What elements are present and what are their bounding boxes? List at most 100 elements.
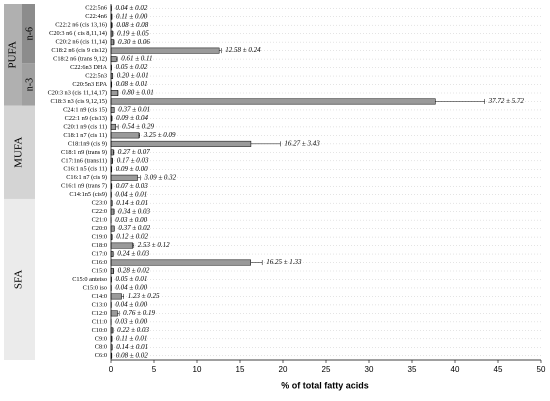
bar — [110, 310, 118, 317]
bar — [110, 98, 436, 105]
value-label: 0.05 ± 0.01 — [116, 275, 148, 283]
y-tick-label: C20:0 — [92, 225, 107, 232]
subgroup-label: n-6 — [24, 27, 35, 40]
value-label: 12.58 ± 0.24 — [225, 46, 261, 54]
value-label: 0.24 ± 0.03 — [117, 250, 149, 258]
subgroup-label: n-3 — [24, 78, 35, 91]
group-label: PUFA — [7, 41, 19, 68]
y-tick-label: C16:1 n9 (trans 7) — [61, 183, 107, 190]
value-label: 0.09 ± 0.04 — [116, 114, 148, 122]
subgroup-band — [22, 4, 35, 64]
value-label: 37.72 ± 5.72 — [488, 97, 525, 105]
value-label: 0.61 ± 0.11 — [121, 55, 152, 63]
bar — [110, 268, 114, 274]
y-tick-label: C19:0 — [92, 234, 107, 241]
y-tick-label: C20:3 n3 (cis 11,14,17) — [48, 89, 107, 96]
y-tick-label: C17:0 — [92, 251, 107, 258]
value-label: 0.05 ± 0.02 — [116, 63, 148, 71]
x-tick-label: 10 — [193, 365, 202, 374]
value-label: 3.09 ± 0.32 — [143, 173, 176, 181]
y-tick-label: C15:0 iso — [83, 284, 107, 291]
value-label: 0.04 ± 0.02 — [116, 4, 148, 12]
y-tick-label: C10:0 — [92, 327, 107, 334]
value-label: 0.20 ± 0.01 — [117, 72, 149, 80]
value-label: 0.30 ± 0.06 — [118, 38, 150, 46]
value-label: 0.11 ± 0.01 — [116, 334, 147, 342]
y-tick-label: C16:1 n7 (cis 9) — [66, 174, 107, 181]
y-tick-label: C20:2 n6 (cis 11,14) — [55, 39, 107, 46]
value-label: 0.28 ± 0.02 — [118, 267, 150, 275]
value-label: 0.37 ± 0.01 — [118, 106, 150, 114]
y-tick-label: C24:1 n9 (cis 15) — [63, 106, 107, 113]
value-label: 16.25 ± 1.33 — [266, 258, 302, 266]
subgroup-band — [22, 63, 35, 106]
group-band-ext — [22, 198, 35, 360]
bar — [110, 242, 134, 249]
value-label: 0.04 ± 0.01 — [115, 190, 147, 198]
bar — [110, 208, 115, 215]
value-label: 0.37 ± 0.02 — [118, 224, 150, 232]
x-tick-label: 0 — [109, 365, 114, 374]
value-label: 0.03 ± 0.00 — [115, 317, 147, 325]
y-tick-label: C18:3 n3 (cis 9,12,15) — [51, 98, 108, 105]
value-label: 0.76 ± 0.19 — [123, 309, 155, 317]
value-label: 0.08 ± 0.08 — [116, 21, 148, 29]
x-tick-label: 35 — [408, 365, 417, 374]
value-label: 0.19 ± 0.05 — [117, 29, 149, 37]
y-tick-label: C17:1n6 (trans11) — [61, 157, 107, 164]
value-label: 0.08 ± 0.01 — [116, 80, 148, 88]
y-tick-label: C22:5n3 — [85, 73, 107, 80]
y-tick-label: C6:0 — [95, 352, 107, 359]
bar — [110, 140, 252, 147]
value-label: 0.14 ± 0.01 — [116, 199, 148, 207]
value-label: 16.27 ± 3.43 — [284, 139, 320, 147]
y-tick-label: C22:1 n9 (cis13) — [65, 115, 107, 122]
group-band — [4, 4, 22, 106]
y-tick-label: C22:4n6 — [85, 13, 107, 20]
bar — [110, 174, 138, 181]
bar — [110, 132, 140, 139]
bar — [110, 106, 115, 113]
y-tick-label: C14:1n5 (cis9) — [69, 191, 107, 198]
x-tick-label: 50 — [537, 365, 546, 374]
y-tick-label: C22:5n6 — [85, 5, 107, 12]
x-tick-label: 15 — [236, 365, 245, 374]
bar — [110, 225, 115, 232]
value-label: 0.03 ± 0.00 — [115, 216, 147, 224]
value-label: 0.04 ± 0.00 — [115, 284, 147, 292]
y-tick-label: C22:0 — [92, 208, 107, 215]
y-tick-label: C15:0 — [92, 267, 107, 274]
value-label: 0.07 ± 0.03 — [116, 182, 148, 190]
value-label: 0.54 ± 0.29 — [122, 123, 154, 131]
bar — [110, 293, 122, 300]
y-tick-label: C20:3 n6 ( cis 8,11,14) — [49, 30, 107, 37]
value-label: 2.53 ± 0.12 — [138, 241, 170, 249]
y-tick-label: C11:0 — [92, 318, 107, 325]
x-tick-label: 45 — [494, 365, 503, 374]
value-label: 0.17 ± 0.03 — [117, 156, 149, 164]
group-label: SFA — [13, 270, 25, 289]
group-band-ext — [22, 105, 35, 199]
y-tick-label: C18:2 n6 (cis 9 cis12) — [51, 47, 107, 54]
x-tick-label: 40 — [451, 365, 460, 374]
y-tick-label: C18:2 n6 (trans 9,12) — [53, 56, 107, 63]
bar — [110, 47, 220, 54]
y-tick-label: C12:0 — [92, 310, 107, 317]
value-label: 1.23 ± 0.25 — [128, 292, 160, 300]
y-tick-label: C18:1 n9 (trans 9) — [61, 149, 107, 156]
y-tick-label: C18:0 — [92, 242, 107, 249]
value-label: 0.09 ± 0.00 — [116, 165, 148, 173]
y-tick-label: C20:5n3 EPA — [72, 81, 107, 88]
y-tick-label: C8:0 — [95, 344, 107, 351]
bar — [110, 56, 117, 63]
value-label: 0.11 ± 0.00 — [116, 12, 148, 20]
value-label: 0.27 ± 0.07 — [118, 148, 150, 156]
y-tick-label: C18:1 n7 (cis 11) — [63, 132, 107, 139]
bar — [110, 259, 251, 266]
y-tick-label: C9:0 — [95, 335, 107, 342]
group-band — [4, 105, 22, 199]
y-tick-label: C22:2 n6 (cis 13,16) — [55, 22, 107, 29]
y-tick-label: C16:0 — [92, 259, 107, 266]
y-tick-label: C22:6n3 DHA — [70, 64, 107, 71]
